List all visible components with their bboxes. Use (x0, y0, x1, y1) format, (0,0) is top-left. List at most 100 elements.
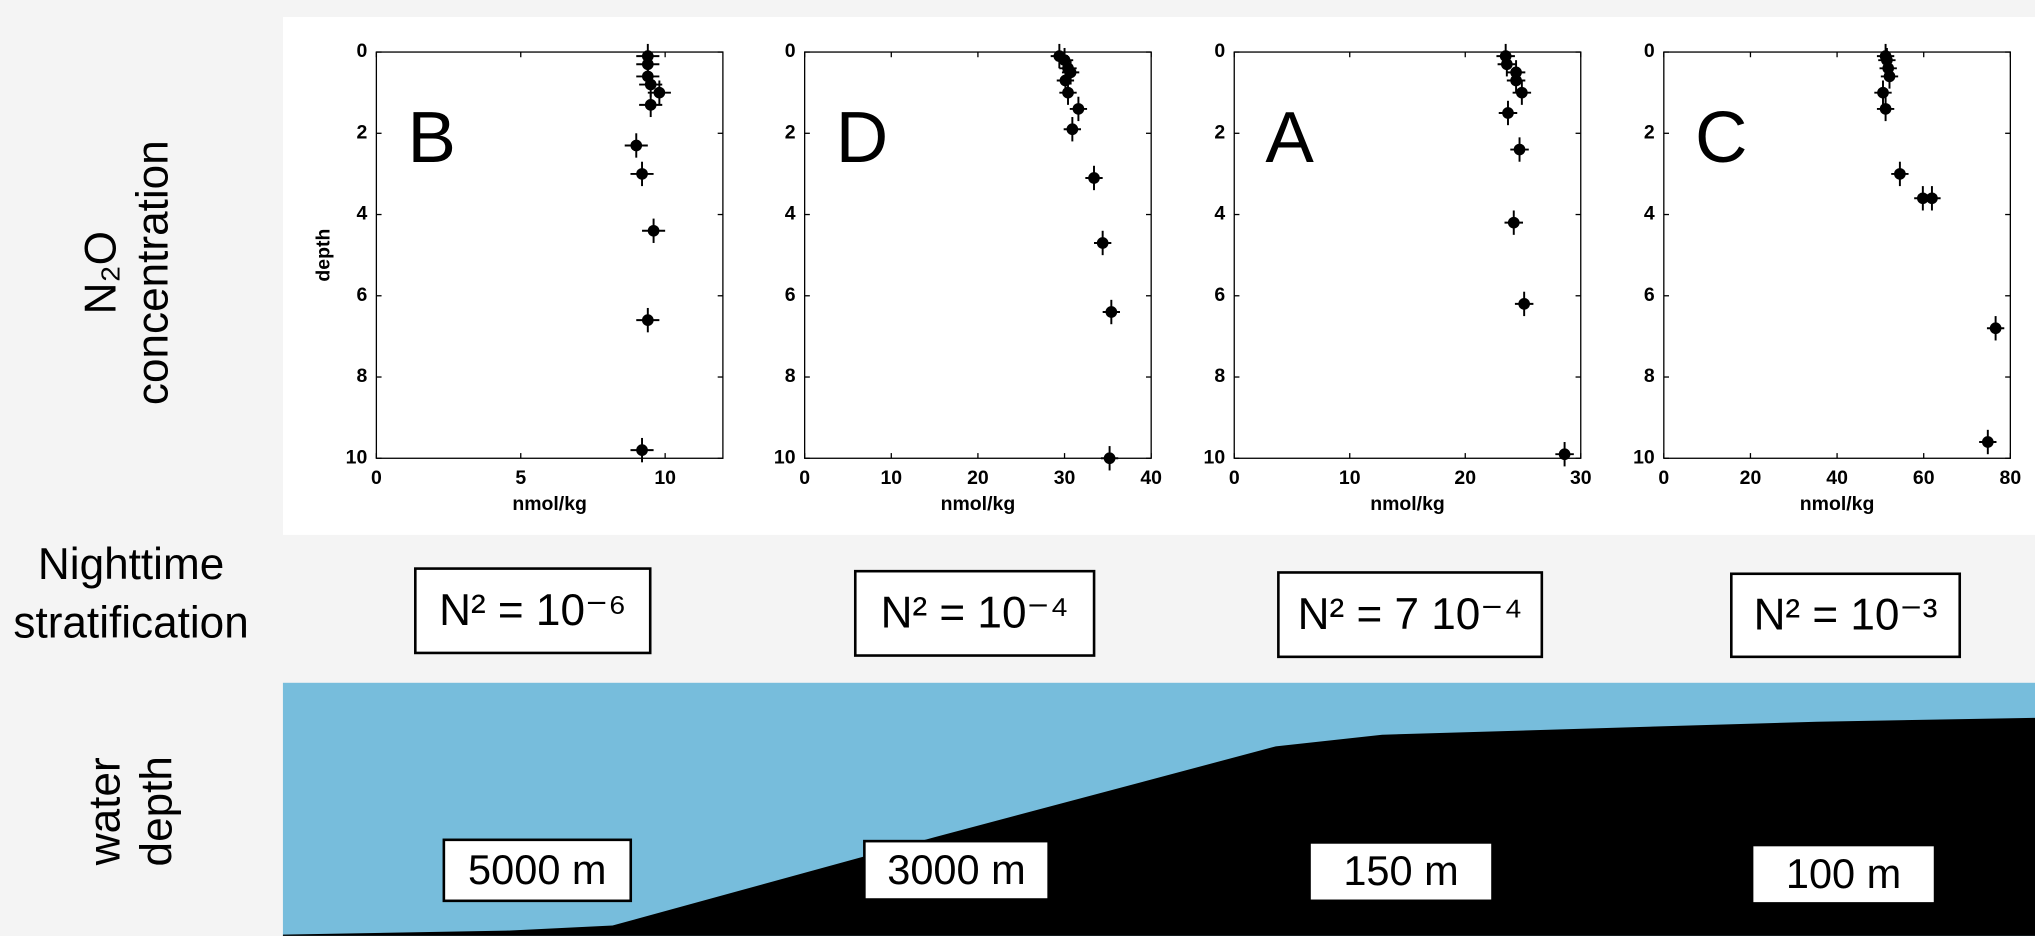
point (642, 314, 654, 326)
y-tick-label: 6 (1644, 284, 1655, 306)
y-tick-label: 4 (785, 203, 796, 225)
y-tick-label: 0 (356, 40, 367, 62)
y-tick-label: 10 (1204, 446, 1226, 468)
y-tick-label: 0 (785, 40, 796, 62)
depth-label: 100 m (1786, 850, 1901, 897)
panel-letter: D (836, 97, 888, 178)
x-axis-label: nmol/kg (1800, 493, 1875, 515)
panel-letter: A (1265, 97, 1314, 178)
point (1877, 87, 1889, 99)
point (1062, 87, 1074, 99)
point (1067, 123, 1079, 135)
x-tick-label: 80 (2000, 467, 2022, 489)
panel-letter: B (408, 97, 456, 178)
y-tick-label: 6 (356, 284, 367, 306)
y-tick-label: 8 (785, 365, 796, 387)
x-tick-label: 30 (1054, 467, 1076, 489)
x-tick-label: 5 (515, 467, 526, 489)
row-label-line: Nighttime (38, 540, 224, 589)
x-tick-label: 40 (1140, 467, 1162, 489)
point (1502, 107, 1514, 119)
point (1518, 298, 1530, 310)
point (1088, 172, 1100, 184)
depth-label: 5000 m (468, 846, 606, 893)
x-tick-label: 10 (880, 467, 902, 489)
x-tick-label: 60 (1913, 467, 1935, 489)
point (1501, 58, 1513, 70)
x-axis-label: nmol/kg (1370, 493, 1445, 515)
row-label-line: water (80, 757, 129, 866)
point (636, 444, 648, 456)
point (654, 87, 666, 99)
point (1894, 168, 1906, 180)
y-tick-label: 10 (1633, 446, 1655, 468)
point (1073, 103, 1085, 115)
stratification-label: N² = 10⁻³ (1754, 591, 1938, 640)
stratification-label: N² = 10⁻⁶ (439, 586, 626, 635)
x-tick-label: 20 (1740, 467, 1762, 489)
point (1990, 322, 2002, 334)
y-tick-label: 4 (1214, 203, 1225, 225)
x-tick-label: 0 (1658, 467, 1669, 489)
point (645, 79, 657, 91)
point (1516, 87, 1528, 99)
point (1884, 71, 1896, 83)
point (1982, 436, 1994, 448)
point (1104, 452, 1116, 464)
y-tick-label: 2 (785, 121, 796, 143)
y-tick-label: 6 (1214, 284, 1225, 306)
x-tick-label: 30 (1570, 467, 1592, 489)
y-tick-label: 10 (774, 446, 796, 468)
y-tick-label: 8 (1214, 365, 1225, 387)
x-tick-label: 0 (371, 467, 382, 489)
point (1508, 217, 1520, 229)
row-label-line: depth (132, 756, 181, 866)
row-label-line: N₂O (76, 231, 125, 314)
y-axis-label: depth (313, 229, 335, 282)
point (645, 99, 657, 111)
depth-label: 3000 m (887, 846, 1025, 893)
panel-letter: C (1695, 97, 1747, 178)
x-tick-label: 0 (1229, 467, 1240, 489)
y-tick-label: 10 (346, 446, 368, 468)
x-tick-label: 0 (799, 467, 810, 489)
point (1510, 75, 1522, 87)
point (1514, 144, 1526, 156)
x-tick-label: 20 (1454, 467, 1476, 489)
x-tick-label: 10 (1339, 467, 1361, 489)
row-label: water depth (80, 756, 181, 866)
point (1060, 75, 1072, 87)
y-tick-label: 6 (785, 284, 796, 306)
row-label-line: stratification (13, 598, 248, 647)
y-tick-label: 2 (356, 121, 367, 143)
x-tick-label: 10 (654, 467, 676, 489)
y-tick-label: 8 (1644, 365, 1655, 387)
x-tick-label: 20 (967, 467, 989, 489)
point (1559, 448, 1571, 460)
depth-label: 150 m (1343, 847, 1458, 894)
point (1880, 103, 1892, 115)
y-tick-label: 0 (1644, 40, 1655, 62)
y-tick-label: 8 (356, 365, 367, 387)
x-axis-label: nmol/kg (512, 493, 587, 515)
stratification-label: N² = 7 10⁻⁴ (1298, 590, 1523, 639)
row-label-line: concentration (128, 140, 177, 405)
x-axis-label: nmol/kg (941, 493, 1016, 515)
y-tick-label: 0 (1214, 40, 1225, 62)
point (1105, 306, 1117, 318)
point (630, 140, 642, 152)
y-tick-label: 2 (1644, 121, 1655, 143)
chart-panel (283, 17, 2035, 535)
y-axis-label-group: depth (313, 229, 335, 282)
point (636, 168, 648, 180)
y-tick-label: 4 (356, 203, 367, 225)
stratification-label: N² = 10⁻⁴ (881, 589, 1069, 638)
point (1097, 237, 1109, 249)
figure: N₂O concentration Nighttime stratificati… (0, 0, 2035, 936)
point (648, 225, 660, 237)
x-tick-label: 40 (1826, 467, 1848, 489)
point (1926, 192, 1938, 204)
y-tick-label: 2 (1214, 121, 1225, 143)
y-tick-label: 4 (1644, 203, 1655, 225)
row-label: N₂O concentration (76, 140, 177, 405)
